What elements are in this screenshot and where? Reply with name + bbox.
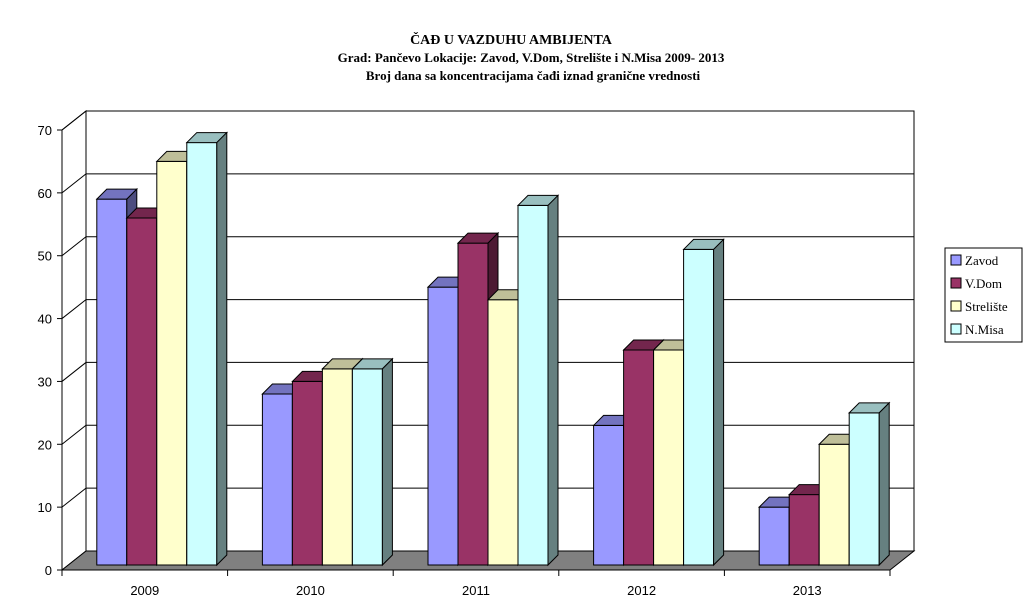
bar-front (788, 494, 820, 566)
bar-front (321, 368, 353, 566)
gridline (61, 299, 914, 319)
bar-front (623, 349, 655, 566)
bars (95, 131, 891, 567)
chart-subtitle-2: Broj dana sa koncentracijama čađi iznad … (366, 68, 701, 83)
bar-front (848, 412, 880, 566)
bar-front (261, 393, 293, 566)
bar-front (427, 286, 459, 566)
bar-front (593, 424, 625, 566)
bar-front (683, 248, 715, 566)
legend-swatch (950, 323, 962, 335)
chart-title: ČAĐ U VAZDUHU AMBIJENTA (410, 31, 613, 48)
bar-front (126, 217, 158, 566)
y-tick-label: 40 (38, 312, 52, 327)
bar-front (517, 204, 549, 566)
bar-front (156, 160, 188, 566)
bar-front (487, 299, 519, 566)
legend: Zavod V.Dom Strelište N.Misa (944, 247, 1023, 343)
bar-front (291, 380, 323, 566)
bar-front (758, 506, 790, 566)
y-tick-label: 50 (38, 249, 52, 264)
legend-swatch (950, 300, 962, 312)
legend-swatch (950, 254, 962, 266)
bar-front (96, 198, 128, 566)
side-wall (61, 109, 87, 572)
bar-side (216, 131, 228, 567)
bar (351, 357, 394, 567)
bar (682, 238, 725, 567)
gridline (61, 236, 914, 257)
bar-side (713, 238, 725, 567)
y-tick-label: 10 (38, 500, 52, 515)
y-tick-label: 70 (38, 123, 52, 138)
legend-label: V.Dom (965, 276, 1002, 291)
bar (847, 401, 891, 567)
y-tick-label: 20 (38, 437, 52, 452)
legend-swatch (950, 277, 962, 289)
x-tick-label: 2011 (462, 583, 490, 598)
bar-front (351, 368, 383, 566)
bar-side (878, 401, 890, 567)
bar-front (653, 349, 685, 566)
bar-side (381, 357, 393, 567)
gridline (61, 173, 914, 194)
bar-front (186, 142, 218, 566)
y-tick-label: 30 (38, 374, 52, 389)
legend-label: N.Misa (965, 322, 1004, 337)
bar (516, 194, 560, 567)
x-tick-label: 2013 (793, 583, 822, 598)
tick-labels: 0 10 20 30 40 50 60 70 2009 2010 2011 2012 2013 (38, 123, 822, 598)
bar-side (547, 194, 559, 567)
x-tick-label: 2012 (627, 583, 656, 598)
gridline (61, 110, 914, 131)
chart-subtitle: Grad: Pančevo Lokacije: Zavod, V.Dom, St… (338, 50, 725, 65)
bar (185, 131, 229, 567)
x-tick-label: 2009 (130, 583, 159, 598)
y-tick-label: 0 (45, 563, 52, 578)
y-tick-label: 60 (38, 186, 52, 201)
legend-label: Zavod (965, 253, 999, 268)
legend-label: Strelište (965, 299, 1008, 314)
bar-front (457, 242, 489, 566)
axes (57, 129, 891, 576)
bar-front (818, 443, 850, 566)
x-tick-label: 2010 (296, 583, 325, 598)
